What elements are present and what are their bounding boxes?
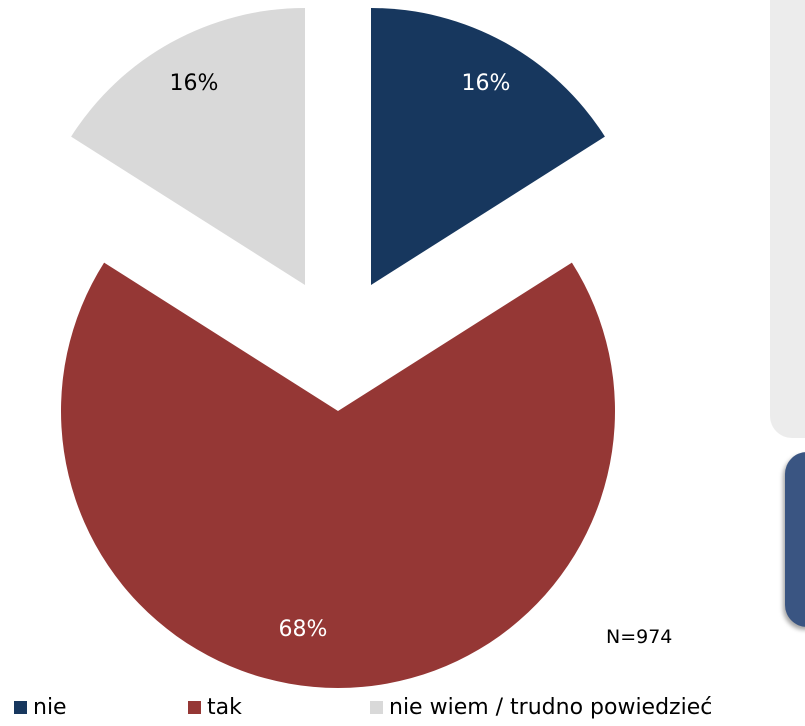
legend-label-tak: tak	[207, 694, 242, 720]
legend-swatch-nie-wiem	[370, 700, 383, 714]
pie-slice-3	[71, 8, 305, 285]
pie-slice-1	[371, 8, 605, 285]
side-panel	[770, 0, 805, 438]
legend-label-nie-wiem: nie wiem / trudno powiedzieć	[389, 694, 713, 720]
slice-label-3: 16%	[170, 71, 219, 96]
sample-size-note: N=974	[606, 626, 673, 648]
legend-item-tak: tak	[188, 695, 242, 720]
legend-item-nie-wiem: nie wiem / trudno powiedzieć	[370, 695, 712, 720]
side-panel-button[interactable]	[785, 452, 805, 627]
legend-label-nie: nie	[33, 694, 67, 720]
legend-swatch-nie	[14, 700, 27, 714]
legend-item-nie: nie	[14, 695, 67, 720]
legend-swatch-tak	[188, 700, 201, 714]
slice-label-1: 16%	[462, 71, 511, 96]
slice-label-2: 68%	[279, 617, 328, 642]
pie-slice-2	[60, 262, 615, 688]
